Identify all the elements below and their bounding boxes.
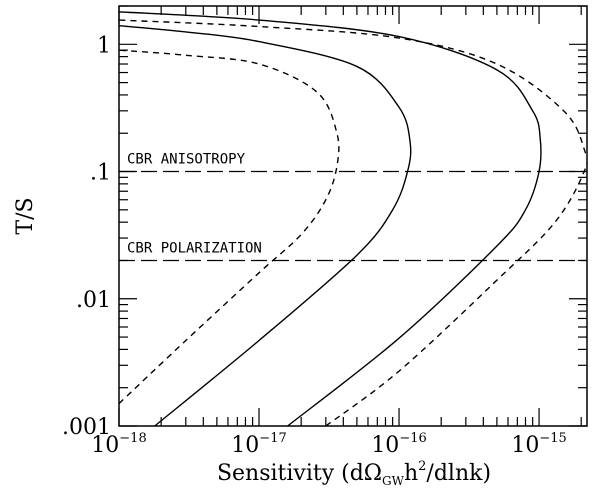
y-axis-title: T/S xyxy=(13,197,38,234)
x-axis-title-sup: 2 xyxy=(418,459,426,474)
series-line-4 xyxy=(119,19,587,426)
y-tick-label-2: .1 xyxy=(90,161,111,186)
x-axis-title: Sensitivity (dΩGWh2/dlnk) xyxy=(217,459,491,488)
x-axis-title-omega: Ω xyxy=(364,461,382,486)
x-axis-title-h: h xyxy=(404,461,418,486)
x-axis-title-prefix: Sensitivity (d xyxy=(217,461,364,486)
y-tick-label-1: 1 xyxy=(97,33,111,58)
tick-labels: 10−18 10−17 10−16 10−15 1 .1 .01 .001 xyxy=(62,33,567,458)
plot-area: CBR ANISOTROPY CBR POLARIZATION xyxy=(119,11,587,426)
series-line-2 xyxy=(119,25,412,426)
x-tick-label-1: 10−18 xyxy=(91,431,146,458)
y-tick-label-3: .01 xyxy=(76,288,111,313)
x-tick-label-3: 10−16 xyxy=(371,431,426,458)
axis-ticks xyxy=(118,5,587,427)
plot-clip-group xyxy=(119,11,587,426)
x-axis-title-suffix: /dlnk) xyxy=(426,461,491,486)
x-tick-label-4: 10−15 xyxy=(511,431,566,458)
plot-frame xyxy=(118,5,588,427)
series-line-3 xyxy=(119,11,542,426)
x-tick-label-2: 10−17 xyxy=(231,431,286,458)
annotation-1: CBR ANISOTROPY xyxy=(127,152,246,168)
x-axis-title-omega-sub: GW xyxy=(382,474,405,488)
y-tick-label-4: .001 xyxy=(62,415,111,440)
annotation-2: CBR POLARIZATION xyxy=(127,240,262,256)
series-line-1 xyxy=(119,49,340,405)
